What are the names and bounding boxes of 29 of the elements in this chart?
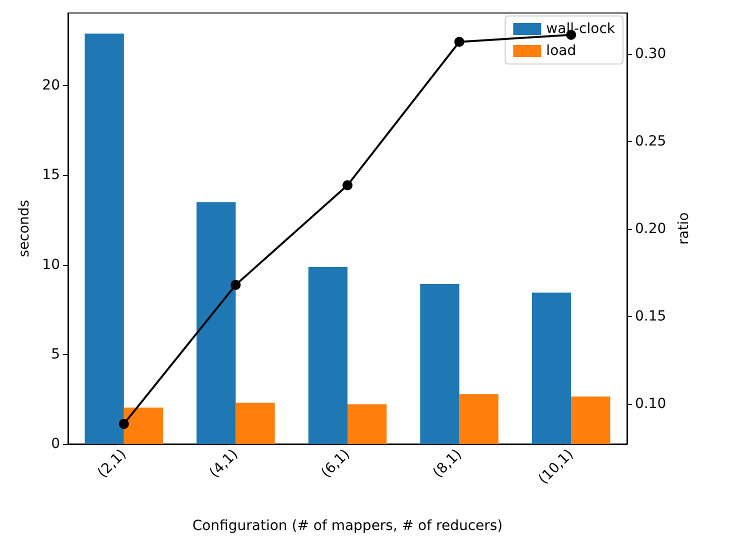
y-tick-label: 0: [51, 436, 60, 452]
bar: [571, 396, 610, 444]
legend-label: wall-clock: [546, 21, 616, 37]
bar: [196, 202, 236, 444]
bar: [459, 394, 498, 444]
y2-tick-label: 0.10: [635, 396, 666, 412]
point: [454, 36, 464, 47]
y-tick-label: 20: [42, 78, 60, 94]
y2-tick-label: 0.20: [635, 220, 666, 237]
y-tick-label: 10: [42, 256, 60, 273]
y-tick-label: 15: [42, 167, 60, 184]
y2-tick-label: 0.15: [635, 308, 666, 324]
bar: [348, 404, 387, 444]
y-tick-label: 5: [51, 346, 60, 362]
y2-axis-title: ratio: [676, 212, 692, 245]
bar: [308, 266, 348, 444]
point: [342, 180, 352, 190]
point: [230, 280, 241, 290]
bar: [84, 34, 124, 444]
bar: [124, 408, 164, 444]
bar: [420, 284, 460, 444]
bar: [532, 292, 572, 444]
y2-tick-label: 0.25: [635, 134, 666, 150]
x-axis-title: Configuration (# of mappers, # of reducers): [192, 518, 503, 534]
point: [118, 418, 129, 429]
legend-label: load: [546, 43, 576, 59]
bar: [236, 402, 275, 444]
y2-tick-label: 0.30: [635, 46, 666, 62]
y-axis-title: seconds: [16, 200, 32, 258]
